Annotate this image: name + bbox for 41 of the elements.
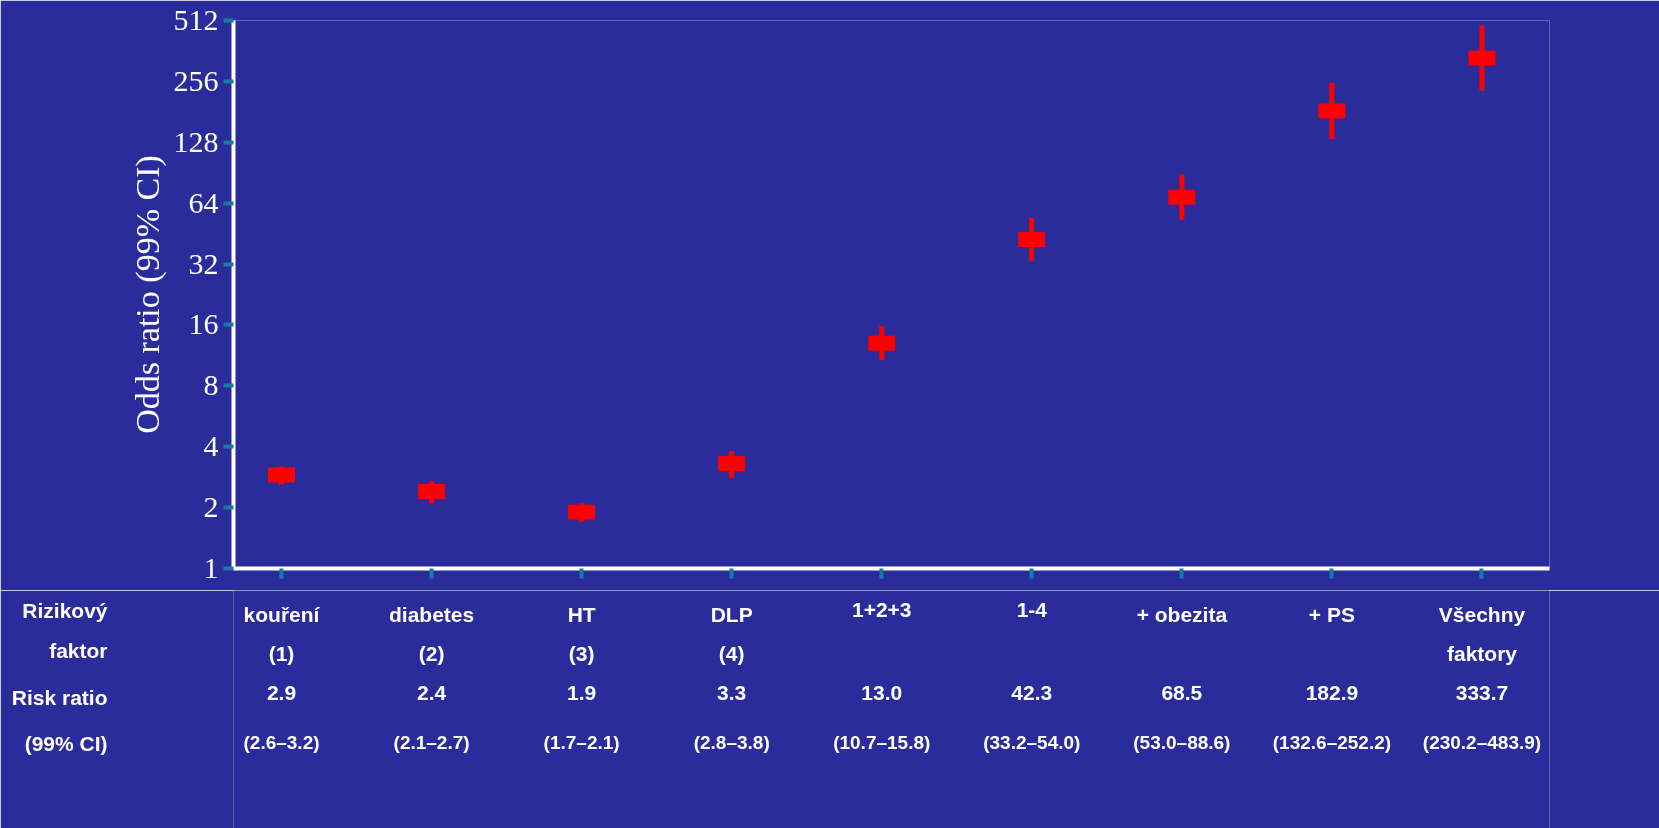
y-tick-label: 64 [188,185,219,219]
y-tick-label: 32 [188,246,219,280]
y-tick-label: 16 [188,307,219,341]
x-tick-label: Všechny faktory [1438,602,1526,665]
data-label: 182.9 [1305,680,1359,704]
y-tick-label: 512 [173,3,219,36]
text: (2.8–3.8) [693,731,770,753]
x-tick-label: 1+2+3 [851,597,912,621]
text: (99% CI) [24,732,108,755]
text: (53.0–88.6) [1133,731,1231,753]
x-tick-label: diabetes (2) [388,602,475,665]
text: (1.7–2.1) [543,731,620,753]
x-tick-label: + obezita [1136,602,1228,626]
y-tick-label: 256 [173,63,219,97]
data-label: 333.7 [1455,680,1509,704]
data-label: 68.5 [1161,680,1203,704]
text: (2.1–2.7) [393,731,470,753]
x-tick-label: 1-4 [1016,597,1048,621]
y-tick-label: 128 [173,124,219,158]
x-tick-label: DLP (4) [710,602,753,665]
data-label: 2.9 [266,680,297,704]
data-label: 2.4 [416,680,447,704]
data-label: 13.0 [861,680,903,704]
x-tick-label: kouření (1) [243,602,321,665]
y-tick-label: 1 [203,551,219,584]
y-axis-title: Odds ratio (99% CI) [128,155,167,434]
text: Rizikový faktor [22,599,108,662]
text: Risk ratio [11,686,108,709]
text: (132.6–252.2) [1272,731,1392,753]
text: (230.2–483.9) [1422,731,1542,753]
y-tick-label: 4 [203,429,219,463]
data-label: 42.3 [1011,680,1053,704]
x-tick-label: HT (3) [567,602,596,665]
text: (2.6–3.2) [243,731,320,753]
text: (10.7–15.8) [833,731,931,753]
y-tick-label: 2 [203,490,219,524]
data-label: 3.3 [717,680,747,704]
x-tick-label: + PS [1308,602,1355,626]
text: (33.2–54.0) [983,731,1081,753]
y-tick-label: 8 [203,368,219,402]
data-label: 1.9 [567,680,597,704]
